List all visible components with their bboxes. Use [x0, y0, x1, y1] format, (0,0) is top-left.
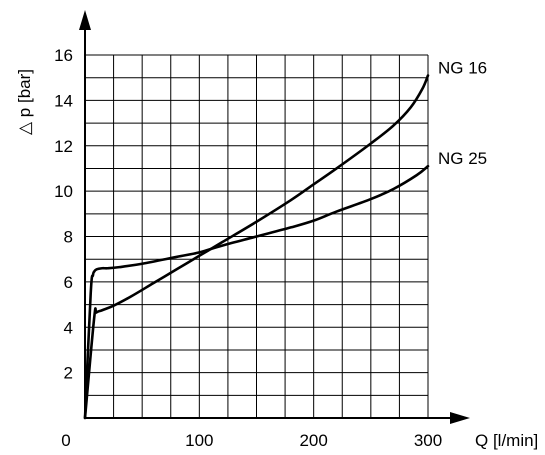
x-axis-arrow [450, 412, 470, 424]
y-axis-arrow [79, 10, 91, 30]
series-line-2 [83, 164, 430, 420]
x-tick-label: 200 [299, 431, 327, 450]
y-tick-label: 12 [54, 137, 73, 156]
x-tick-labels: 0 100 200 300 [61, 431, 442, 450]
y-axis-label: △ p [bar] [15, 69, 34, 135]
axes [79, 10, 470, 424]
x-tick-label: 300 [414, 431, 442, 450]
y-tick-label: 4 [64, 318, 73, 337]
x-tick-label: 0 [61, 431, 70, 450]
series-group [83, 74, 430, 420]
y-tick-label: 6 [64, 273, 73, 292]
y-tick-label: 14 [54, 91, 73, 110]
series-line-1 [83, 74, 430, 420]
y-tick-labels: 2 4 6 8 10 12 14 16 [54, 46, 73, 383]
series-label-1: NG 16 [438, 58, 487, 77]
y-tick-label: 8 [64, 228, 73, 247]
x-tick-label: 100 [185, 431, 213, 450]
series-label-2: NG 25 [438, 149, 487, 168]
y-tick-label: 10 [54, 182, 73, 201]
y-tick-label: 2 [64, 364, 73, 383]
series-labels: NG 16 NG 25 [438, 58, 487, 168]
grid [85, 54, 429, 418]
x-axis-label: Q [l/min] [475, 431, 538, 450]
y-tick-label: 16 [54, 46, 73, 65]
